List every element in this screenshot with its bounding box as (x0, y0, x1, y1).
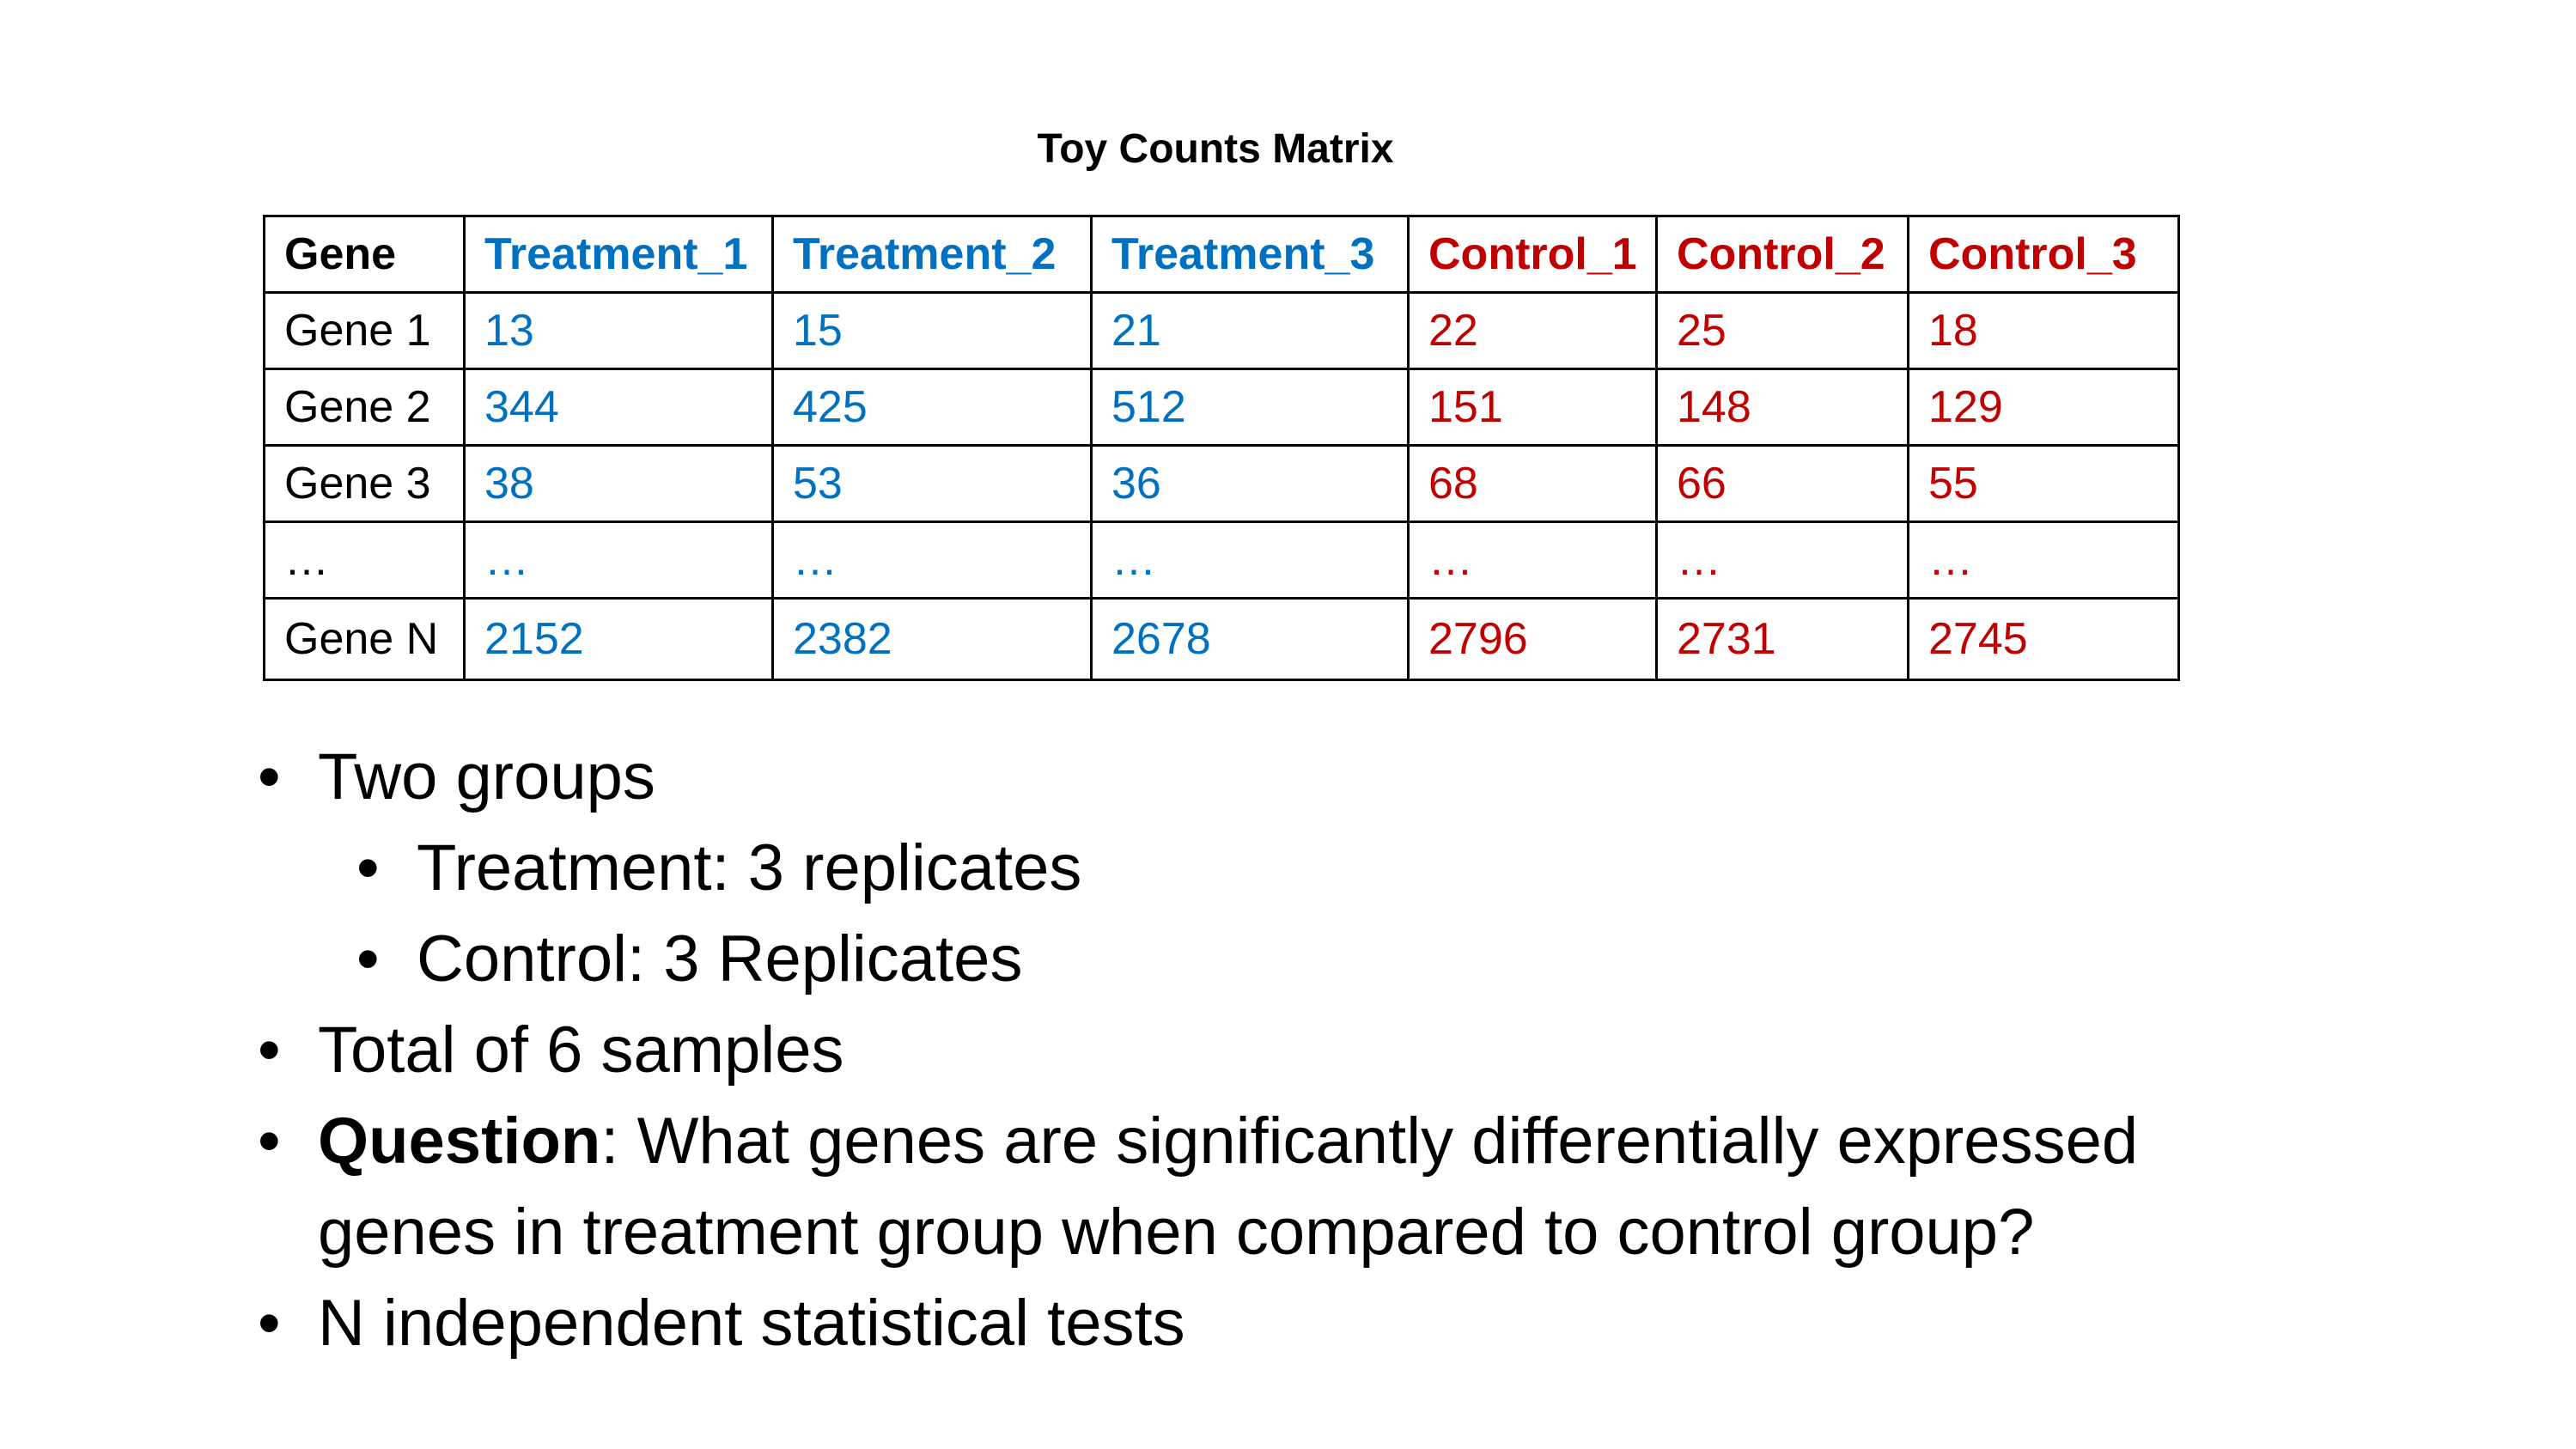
treatment-3-cell: 512 (1090, 368, 1410, 447)
control-3-cell: 18 (1907, 291, 2180, 370)
header-treatment-2: Treatment_2 (771, 215, 1093, 294)
bullet-question: Question: What genes are significantly d… (258, 1096, 2319, 1278)
gene-name-cell: Gene 3 (263, 444, 466, 523)
table-row: Gene N 2152 2382 2678 2796 2731 2745 (263, 597, 2180, 681)
gene-name-cell: … (263, 521, 466, 600)
control-2-cell: 2731 (1655, 597, 1909, 681)
treatment-1-cell: … (463, 521, 774, 600)
bullet-total-samples: Total of 6 samples (258, 1005, 2319, 1096)
treatment-1-cell: 2152 (463, 597, 774, 681)
header-control-2: Control_2 (1655, 215, 1909, 294)
header-treatment-3: Treatment_3 (1090, 215, 1410, 294)
sub-bullet-control: Control: 3 Replicates (356, 914, 2319, 1005)
treatment-3-cell: 36 (1090, 444, 1410, 523)
counts-matrix-table: Gene Treatment_1 Treatment_2 Treatment_3… (263, 215, 2180, 681)
control-1-cell: … (1407, 521, 1658, 600)
control-3-cell: 129 (1907, 368, 2180, 447)
slide-title: Toy Counts Matrix (1037, 126, 1394, 172)
gene-name-cell: Gene 2 (263, 368, 466, 447)
treatment-2-cell: 2382 (771, 597, 1093, 681)
table-row: Gene 3 38 53 36 68 66 55 (263, 444, 2180, 523)
table-row: … … … … … … … (263, 521, 2180, 600)
control-1-cell: 22 (1407, 291, 1658, 370)
header-gene: Gene (263, 215, 466, 294)
treatment-3-cell: … (1090, 521, 1410, 600)
treatment-2-cell: … (771, 521, 1093, 600)
control-2-cell: … (1655, 521, 1909, 600)
treatment-2-cell: 15 (771, 291, 1093, 370)
control-2-cell: 148 (1655, 368, 1909, 447)
control-3-cell: … (1907, 521, 2180, 600)
sub-bullet-treatment: Treatment: 3 replicates (356, 823, 2319, 914)
treatment-1-cell: 344 (463, 368, 774, 447)
control-2-cell: 66 (1655, 444, 1909, 523)
table-row: Gene 2 344 425 512 151 148 129 (263, 368, 2180, 447)
treatment-3-cell: 2678 (1090, 597, 1410, 681)
bullet-two-groups: Two groups (258, 732, 2319, 823)
control-1-cell: 2796 (1407, 597, 1658, 681)
control-3-cell: 55 (1907, 444, 2180, 523)
treatment-2-cell: 425 (771, 368, 1093, 447)
bullet-statistical-tests: N independent statistical tests (258, 1278, 2319, 1369)
treatment-1-cell: 38 (463, 444, 774, 523)
table-header-row: Gene Treatment_1 Treatment_2 Treatment_3… (263, 215, 2180, 294)
control-1-cell: 151 (1407, 368, 1658, 447)
table-row: Gene 1 13 15 21 22 25 18 (263, 291, 2180, 370)
header-control-3: Control_3 (1907, 215, 2180, 294)
treatment-1-cell: 13 (463, 291, 774, 370)
control-2-cell: 25 (1655, 291, 1909, 370)
treatment-3-cell: 21 (1090, 291, 1410, 370)
header-control-1: Control_1 (1407, 215, 1658, 294)
bullet-list: Two groups Treatment: 3 replicates Contr… (258, 732, 2319, 1369)
header-treatment-1: Treatment_1 (463, 215, 774, 294)
control-3-cell: 2745 (1907, 597, 2180, 681)
question-text: : What genes are significantly different… (318, 1105, 2139, 1269)
question-label: Question (318, 1105, 601, 1178)
treatment-2-cell: 53 (771, 444, 1093, 523)
gene-name-cell: Gene 1 (263, 291, 466, 370)
control-1-cell: 68 (1407, 444, 1658, 523)
gene-name-cell: Gene N (263, 597, 466, 681)
